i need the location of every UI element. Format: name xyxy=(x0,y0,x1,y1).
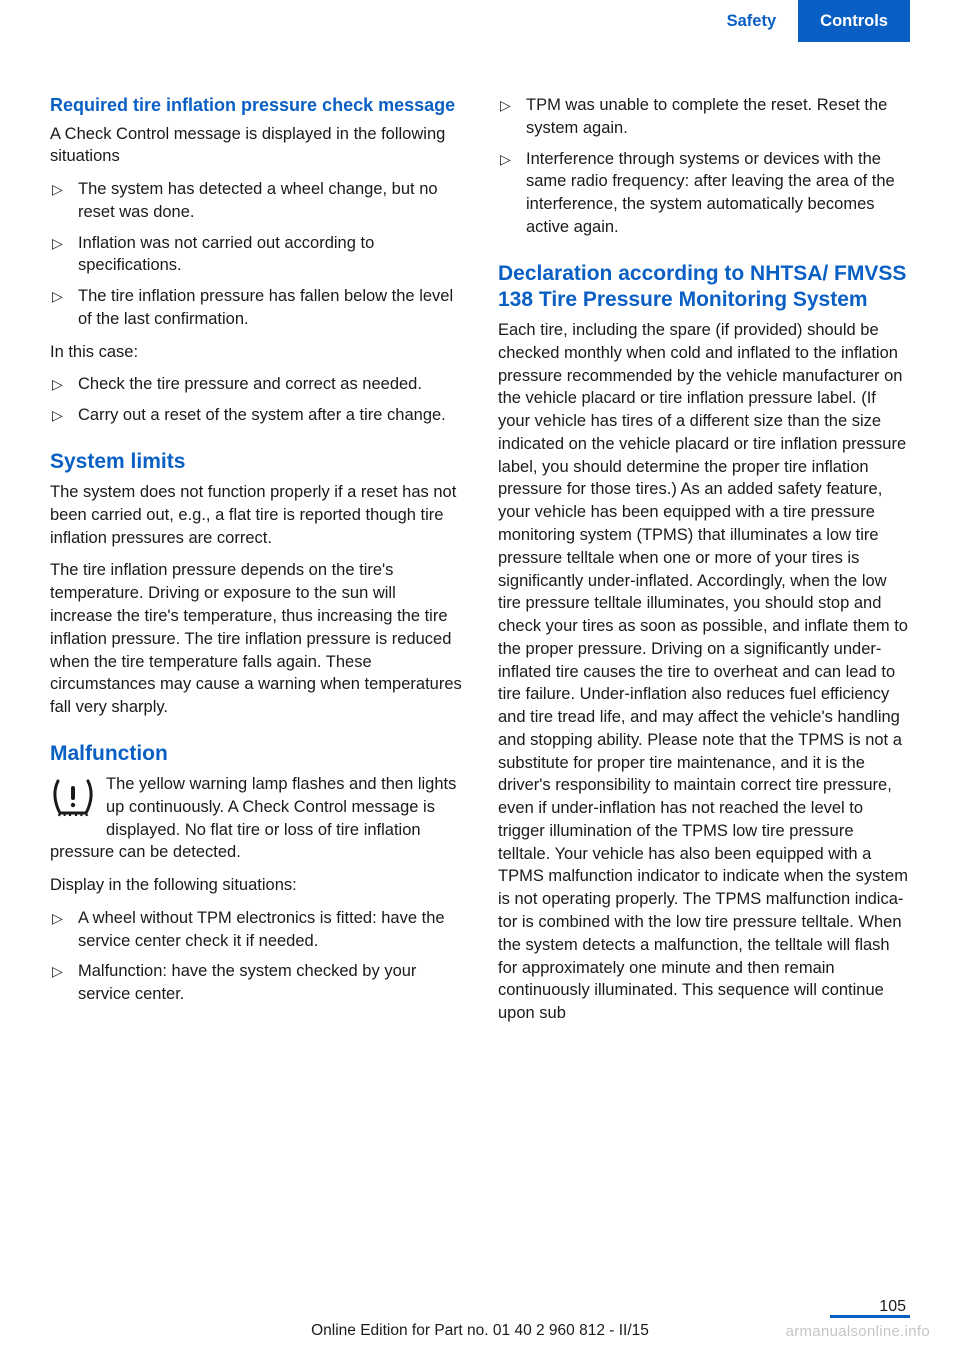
bullet-item: ▷Inflation was not carried out according… xyxy=(50,232,462,278)
bullet-text: A wheel without TPM electronics is fitte… xyxy=(78,907,462,953)
bullet-text: Carry out a reset of the system after a … xyxy=(78,404,462,427)
para: Display in the following situations: xyxy=(50,874,462,897)
bullet-marker-icon: ▷ xyxy=(498,148,526,239)
bullet-item: ▷Carry out a reset of the system after a… xyxy=(50,404,462,427)
bullet-marker-icon: ▷ xyxy=(50,404,78,427)
bullet-marker-icon: ▷ xyxy=(498,94,526,140)
para-text: The yellow warning lamp flashes and then… xyxy=(50,775,456,861)
para: In this case: xyxy=(50,341,462,364)
heading-malfunction: Malfunction xyxy=(50,741,462,767)
heading-system-limits: System limits xyxy=(50,449,462,475)
bullet-item: ▷The system has detected a wheel change,… xyxy=(50,178,462,224)
heading-required-check: Required tire inflation pressure check m… xyxy=(50,94,462,117)
bullet-text: TPM was unable to complete the reset. Re… xyxy=(526,94,910,140)
bullet-item: ▷The tire inflation pressure has fallen … xyxy=(50,285,462,331)
bullet-list: ▷A wheel without TPM electronics is fitt… xyxy=(50,907,462,1006)
bullet-item: ▷Interference through systems or devices… xyxy=(498,148,910,239)
para-long: Each tire, including the spare (if provi… xyxy=(498,319,910,1025)
header-tabs: Safety Controls xyxy=(0,0,960,42)
watermark-text: armanualsonline.info xyxy=(786,1323,930,1340)
para: A Check Control message is displayed in … xyxy=(50,123,462,169)
para-with-icon: The yellow warning lamp flashes and then… xyxy=(50,773,462,864)
bullet-marker-icon: ▷ xyxy=(50,373,78,396)
bullet-text: The tire inflation pressure has fallen b… xyxy=(78,285,462,331)
bullet-item: ▷A wheel without TPM electronics is fitt… xyxy=(50,907,462,953)
bullet-marker-icon: ▷ xyxy=(50,960,78,1006)
bullet-marker-icon: ▷ xyxy=(50,178,78,224)
bullet-item: ▷Check the tire pressure and correct as … xyxy=(50,373,462,396)
bullet-item: ▷TPM was unable to complete the reset. R… xyxy=(498,94,910,140)
right-column: ▷TPM was unable to complete the reset. R… xyxy=(498,94,910,1035)
left-column: Required tire inflation pressure check m… xyxy=(50,94,462,1035)
page-number: 105 xyxy=(879,1298,906,1316)
bullet-marker-icon: ▷ xyxy=(50,285,78,331)
para: The system does not function properly if… xyxy=(50,481,462,549)
bullet-text: Check the tire pressure and correct as n… xyxy=(78,373,462,396)
bullet-list: ▷The system has detected a wheel change,… xyxy=(50,178,462,331)
page-content: Required tire inflation pressure check m… xyxy=(0,42,960,1035)
bullet-list: ▷Check the tire pressure and correct as … xyxy=(50,373,462,427)
tpms-warning-icon xyxy=(50,775,96,824)
tab-controls: Controls xyxy=(798,0,910,42)
bullet-marker-icon: ▷ xyxy=(50,907,78,953)
para: The tire inflation pressure depends on t… xyxy=(50,559,462,718)
bullet-list: ▷TPM was unable to complete the reset. R… xyxy=(498,94,910,239)
bullet-marker-icon: ▷ xyxy=(50,232,78,278)
heading-nhtsa: Declaration according to NHTSA/ FMVSS 13… xyxy=(498,261,910,314)
bullet-text: The system has detected a wheel change, … xyxy=(78,178,462,224)
tab-safety: Safety xyxy=(705,0,799,42)
bullet-text: Interference through systems or devices … xyxy=(526,148,910,239)
bullet-text: Inflation was not carried out according … xyxy=(78,232,462,278)
bullet-item: ▷Malfunction: have the system checked by… xyxy=(50,960,462,1006)
bullet-text: Malfunction: have the system checked by … xyxy=(78,960,462,1006)
